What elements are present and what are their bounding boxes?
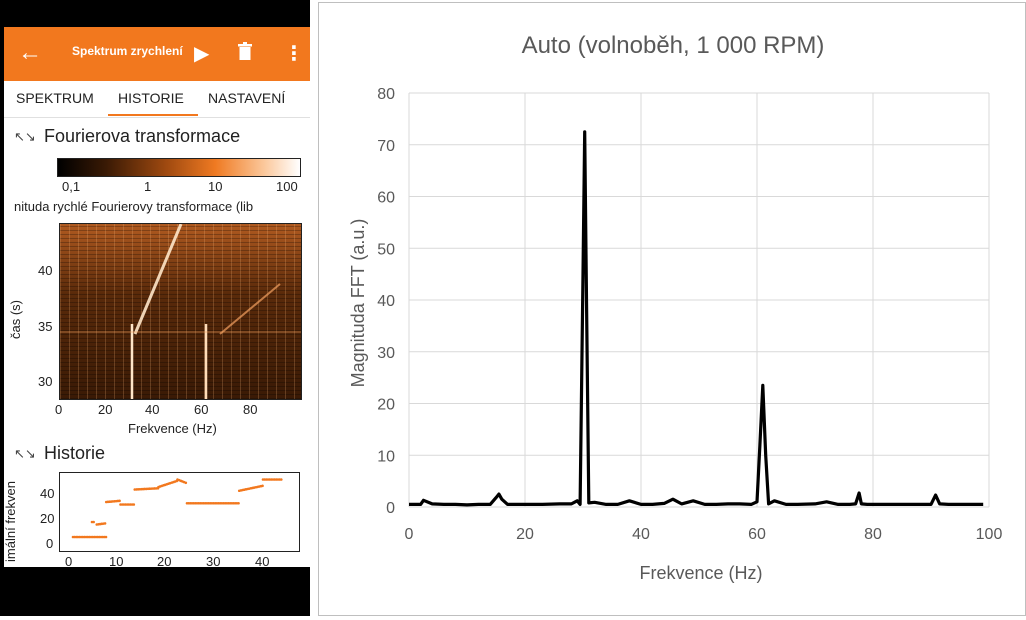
colorbar: [57, 158, 301, 177]
spec-y-tick: 30: [38, 374, 53, 389]
history-point: [279, 478, 283, 481]
history-plot: [59, 472, 300, 552]
spec-y-tick: 35: [38, 319, 53, 334]
play-icon[interactable]: ▶: [194, 43, 210, 65]
y-tick-label: 60: [377, 190, 395, 207]
app-title: Spektrum zrychlení: [72, 44, 183, 58]
chart-panel: Auto (volnoběh, 1 000 RPM) Magnituda FFT…: [318, 2, 1026, 616]
history-point: [104, 535, 108, 539]
more-vert-icon[interactable]: ⋮: [284, 43, 304, 65]
y-tick-label: 20: [377, 397, 395, 414]
trash-icon[interactable]: [238, 42, 252, 60]
y-tick-label: 70: [377, 138, 395, 155]
hist-x-tick: 30: [206, 554, 221, 567]
expand-icon[interactable]: ↖↘: [14, 446, 36, 461]
y-tick-label: 0: [386, 500, 395, 517]
fourier-section-title: Fourierova transformace: [44, 126, 241, 146]
y-tick-label: 10: [377, 448, 395, 465]
history-section-title: Historie: [44, 443, 106, 463]
hist-y-tick: 0: [46, 536, 54, 551]
hist-y-tick: 20: [40, 511, 55, 526]
x-tick-label: 100: [976, 526, 1003, 543]
history-point: [261, 484, 264, 488]
colorbar-tick: 0,1: [62, 179, 81, 194]
app-bar: ← Spektrum zrychlení ▶ ⋮: [4, 27, 310, 81]
x-tick-label: 20: [516, 526, 534, 543]
tab-bar: SPEKTRUM HISTORIE NASTAVENÍ: [4, 81, 310, 118]
hist-x-tick: 20: [157, 554, 172, 567]
y-axis-label: Magnituda FFT (a.u.): [348, 219, 368, 388]
expand-icon[interactable]: ↖↘: [14, 129, 36, 144]
hist-y-tick: 40: [40, 486, 55, 501]
x-tick-label: 80: [864, 526, 882, 543]
spec-x-tick: 80: [243, 402, 258, 417]
spec-x-tick: 20: [98, 402, 113, 417]
grid: [408, 92, 990, 508]
arrow-left-icon[interactable]: ←: [18, 39, 42, 66]
x-axis-label: Frekvence (Hz): [639, 563, 762, 583]
x-tick-label: 0: [405, 526, 414, 543]
history-point: [184, 481, 188, 485]
y-tick-label: 30: [377, 345, 395, 362]
tab-spektrum[interactable]: SPEKTRUM: [16, 90, 94, 106]
hist-x-tick: 10: [109, 554, 124, 567]
hist-y-label: imální frekven: [4, 481, 18, 562]
hist-x-tick: 0: [65, 554, 73, 567]
x-tick-label: 40: [632, 526, 650, 543]
y-tick-label: 80: [377, 86, 395, 103]
colorbar-tick: 1: [144, 179, 152, 194]
history-point: [132, 503, 136, 506]
y-tick-label: 40: [377, 293, 395, 310]
app-screen: ← Spektrum zrychlení ▶ ⋮ SPEKTRUM HISTOR…: [4, 27, 310, 567]
active-tab-indicator: [108, 114, 198, 116]
history-point: [118, 499, 121, 503]
colorbar-label: nituda rychlé Fourierovy transformace (l…: [14, 199, 254, 214]
colorbar-tick: 10: [208, 179, 223, 194]
colorbar-tick: 100: [276, 179, 298, 194]
x-tick-label: 60: [748, 526, 766, 543]
spec-x-tick: 60: [194, 402, 209, 417]
series-line: [409, 130, 984, 507]
hist-x-tick: 40: [255, 554, 270, 567]
chart-title: Auto (volnoběh, 1 000 RPM): [522, 32, 825, 59]
series-layer: [409, 130, 984, 507]
spec-y-tick: 40: [38, 263, 53, 278]
y-tick-label: 50: [377, 241, 395, 258]
spec-x-label: Frekvence (Hz): [128, 421, 217, 436]
tab-nastaveni[interactable]: NASTAVENÍ: [208, 90, 286, 106]
phone-nav-bar: [0, 567, 310, 616]
history-point: [103, 522, 107, 525]
history-point: [237, 501, 240, 505]
spec-x-tick: 40: [145, 402, 160, 417]
tick-labels: 0 10 20 30 40 50 60 70 80 0 20 40 60 80 100: [377, 86, 1002, 543]
spec-y-label: čas (s): [8, 300, 23, 339]
tab-historie[interactable]: HISTORIE: [118, 90, 184, 106]
fft-chart: Auto (volnoběh, 1 000 RPM) Magnituda FFT…: [348, 32, 1002, 583]
spectrogram: [59, 223, 302, 400]
history-point: [92, 520, 95, 524]
spec-x-tick: 0: [55, 402, 63, 417]
